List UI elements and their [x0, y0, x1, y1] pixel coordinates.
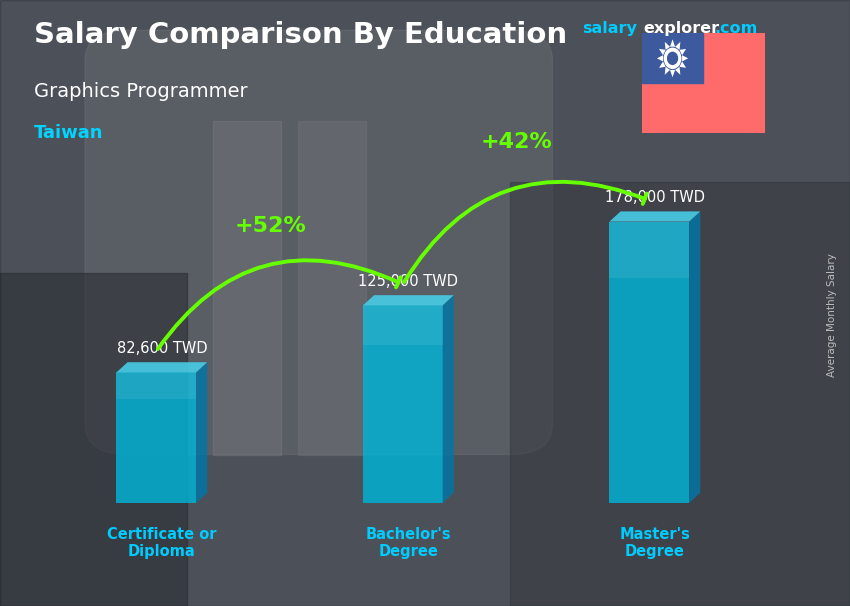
Polygon shape [665, 67, 670, 75]
Text: explorer: explorer [643, 21, 720, 36]
Polygon shape [196, 362, 207, 503]
Polygon shape [665, 42, 670, 50]
Polygon shape [689, 211, 700, 503]
Text: 178,000 TWD: 178,000 TWD [605, 190, 705, 205]
Polygon shape [609, 222, 689, 278]
Polygon shape [116, 362, 207, 373]
Polygon shape [679, 49, 686, 55]
Bar [298, 121, 366, 454]
Bar [510, 182, 850, 606]
Polygon shape [659, 49, 666, 55]
Polygon shape [657, 55, 663, 61]
Circle shape [665, 48, 681, 68]
Polygon shape [679, 61, 686, 68]
Text: 125,000 TWD: 125,000 TWD [359, 274, 458, 288]
Text: Average Monthly Salary: Average Monthly Salary [827, 253, 837, 377]
Polygon shape [116, 373, 196, 503]
Polygon shape [682, 55, 688, 61]
Polygon shape [443, 295, 454, 503]
Text: Certificate or
Diploma: Certificate or Diploma [107, 527, 217, 559]
Text: Master's
Degree: Master's Degree [620, 527, 690, 559]
Polygon shape [675, 67, 680, 75]
Bar [0, 273, 187, 606]
Polygon shape [363, 305, 443, 345]
Text: .com: .com [714, 21, 757, 36]
Circle shape [667, 52, 677, 64]
Text: Bachelor's
Degree: Bachelor's Degree [366, 527, 451, 559]
Text: +52%: +52% [234, 216, 306, 236]
Polygon shape [609, 222, 689, 503]
Text: Taiwan: Taiwan [34, 124, 104, 142]
Polygon shape [609, 211, 700, 222]
Text: Salary Comparison By Education: Salary Comparison By Education [34, 21, 567, 49]
Polygon shape [670, 39, 675, 47]
Polygon shape [670, 70, 675, 78]
Text: 82,600 TWD: 82,600 TWD [116, 341, 207, 356]
Polygon shape [363, 305, 443, 503]
Polygon shape [659, 61, 666, 68]
Text: salary: salary [582, 21, 638, 36]
FancyBboxPatch shape [85, 30, 552, 454]
Polygon shape [116, 373, 196, 399]
Polygon shape [363, 295, 454, 305]
Polygon shape [675, 42, 680, 50]
Bar [642, 33, 703, 83]
Bar [212, 121, 280, 454]
Text: +42%: +42% [480, 132, 552, 152]
Text: Graphics Programmer: Graphics Programmer [34, 82, 247, 101]
